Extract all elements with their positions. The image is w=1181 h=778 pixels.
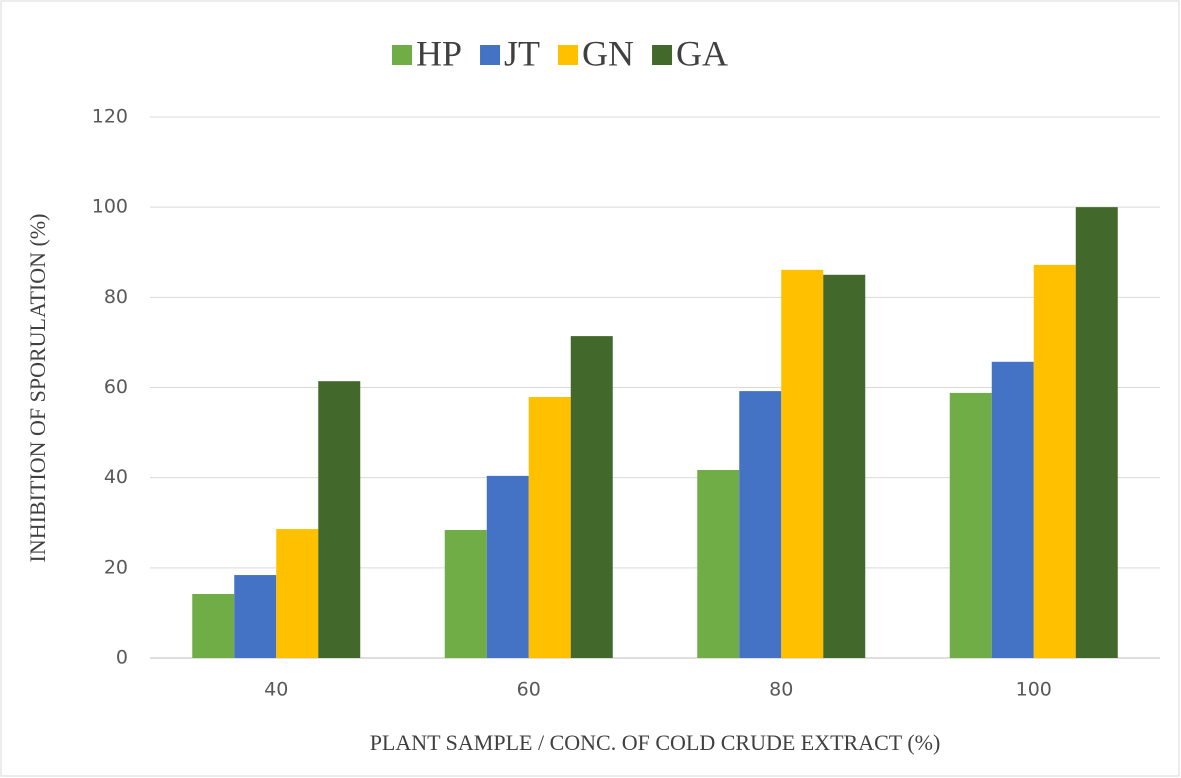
bar [949,392,992,658]
bar [697,470,740,658]
bar [781,269,824,658]
y-tick-label: 20 [104,556,128,578]
legend-swatch [652,45,673,65]
legend-swatch [558,45,579,65]
bar [823,274,866,658]
legend-label: GN [582,33,634,73]
bar [1075,207,1118,658]
bar [318,381,361,658]
bar [444,529,487,658]
bar [1033,264,1076,658]
y-axis-label: INHIBITION OF SPORULATION (%) [25,214,50,563]
bar [991,361,1034,658]
x-tick-label: 60 [517,679,541,701]
legend-swatch [480,45,501,65]
y-tick-label: 80 [104,286,128,308]
x-tick-label: 80 [769,679,793,701]
legend-label: JT [504,33,540,73]
y-tick-label: 120 [92,106,128,128]
bar [234,575,277,658]
bar [192,593,235,658]
bar [570,336,613,658]
bar [486,475,529,658]
bar [739,391,782,658]
legend-label: GA [676,33,728,73]
y-tick-label: 60 [104,376,128,398]
legend-label: HP [416,33,462,73]
x-tick-label: 100 [1016,679,1052,701]
legend-swatch [392,45,412,65]
x-tick-label: 40 [264,679,288,701]
y-tick-label: 100 [92,196,128,218]
bar [528,396,571,658]
y-tick-label: 0 [116,647,128,669]
y-tick-label: 40 [104,466,128,488]
x-axis-label: PLANT SAMPLE / CONC. OF COLD CRUDE EXTRA… [370,730,941,755]
bar [276,529,319,658]
